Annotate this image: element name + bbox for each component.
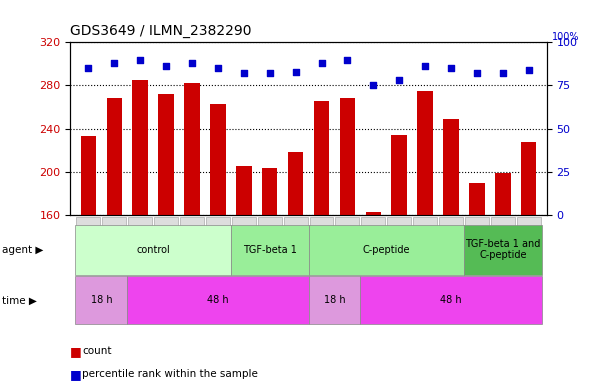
Bar: [185, 83, 200, 215]
Bar: [106, 98, 122, 215]
Text: ■: ■: [70, 368, 82, 381]
Text: ■: ■: [70, 345, 82, 358]
Point: [109, 60, 119, 66]
Point: [446, 65, 456, 71]
Text: 100%: 100%: [552, 32, 579, 42]
Bar: [210, 104, 225, 215]
Text: TGF-beta 1 and
C-peptide: TGF-beta 1 and C-peptide: [465, 239, 541, 260]
Text: 48 h: 48 h: [440, 295, 462, 306]
Text: 18 h: 18 h: [90, 295, 112, 306]
Point: [265, 70, 274, 76]
Point: [524, 67, 533, 73]
Text: GDS3649 / ILMN_2382290: GDS3649 / ILMN_2382290: [70, 25, 252, 38]
Point: [187, 60, 197, 66]
Text: percentile rank within the sample: percentile rank within the sample: [82, 369, 258, 379]
Bar: [392, 135, 407, 215]
Point: [161, 63, 171, 70]
Bar: [417, 91, 433, 215]
Bar: [313, 101, 329, 215]
Bar: [158, 94, 174, 215]
Point: [472, 70, 482, 76]
Text: TGF-beta 1: TGF-beta 1: [243, 245, 297, 255]
Text: 18 h: 18 h: [324, 295, 345, 306]
Bar: [133, 80, 148, 215]
Text: time ▶: time ▶: [2, 295, 37, 306]
Point: [343, 56, 353, 63]
Text: agent ▶: agent ▶: [2, 245, 43, 255]
Text: control: control: [136, 245, 170, 255]
Point: [420, 63, 430, 70]
Bar: [81, 136, 96, 215]
Text: count: count: [82, 346, 112, 356]
Bar: [495, 173, 511, 215]
Point: [213, 65, 223, 71]
Bar: [365, 212, 381, 215]
Point: [368, 83, 378, 89]
Bar: [288, 152, 304, 215]
Bar: [521, 142, 536, 215]
Bar: [469, 183, 485, 215]
Point: [316, 60, 326, 66]
Bar: [262, 167, 277, 215]
Point: [498, 70, 508, 76]
Point: [84, 65, 93, 71]
Point: [394, 77, 404, 83]
Bar: [340, 98, 355, 215]
Point: [135, 56, 145, 63]
Bar: [443, 119, 459, 215]
Point: [291, 69, 301, 75]
Text: 48 h: 48 h: [207, 295, 229, 306]
Point: [239, 70, 249, 76]
Bar: [236, 166, 252, 215]
Text: C-peptide: C-peptide: [362, 245, 410, 255]
